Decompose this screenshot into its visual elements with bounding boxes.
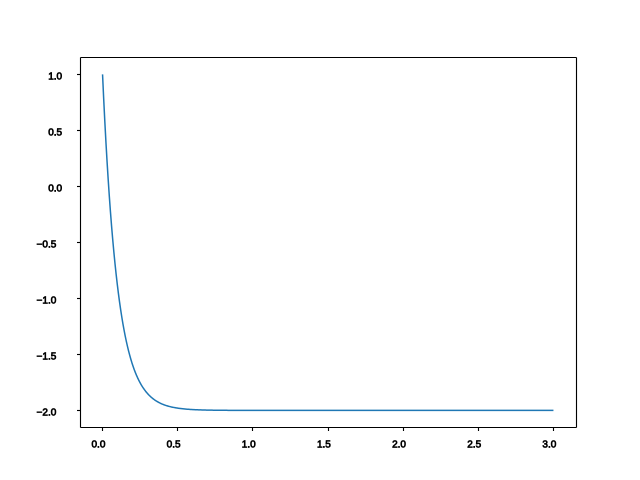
svg-text:1.5: 1.5 bbox=[317, 439, 331, 450]
svg-text:−2.0: −2.0 bbox=[37, 408, 57, 419]
svg-text:0.5: 0.5 bbox=[48, 128, 62, 139]
svg-text:0.5: 0.5 bbox=[167, 439, 181, 450]
svg-text:2.0: 2.0 bbox=[392, 439, 406, 450]
svg-text:−1.0: −1.0 bbox=[37, 296, 57, 307]
svg-text:3.0: 3.0 bbox=[542, 439, 556, 450]
svg-text:0.0: 0.0 bbox=[92, 439, 106, 450]
svg-text:0.0: 0.0 bbox=[48, 184, 62, 195]
svg-text:1.0: 1.0 bbox=[48, 72, 62, 83]
svg-text:−1.5: −1.5 bbox=[37, 352, 57, 363]
svg-text:−0.5: −0.5 bbox=[37, 240, 57, 251]
svg-text:1.0: 1.0 bbox=[242, 439, 256, 450]
svg-text:2.5: 2.5 bbox=[467, 439, 481, 450]
